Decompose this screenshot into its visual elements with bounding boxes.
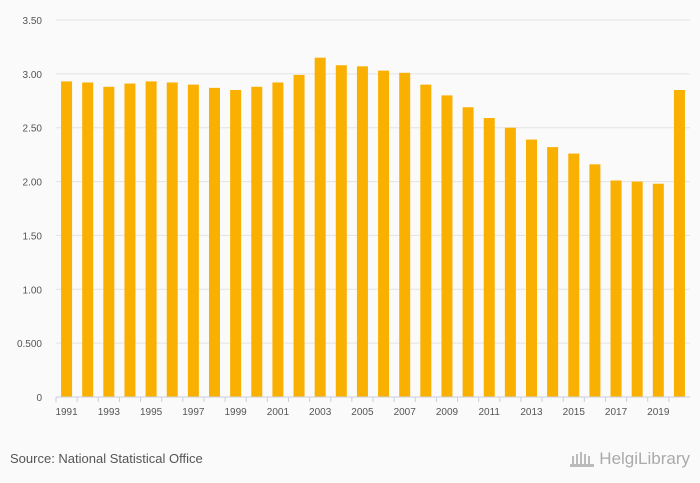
bar-chart: 0 0.500 1.00 1.50 2.00 2.50 3.00 3.50 1991 1993 19… — [17, 16, 690, 418]
bar-1996 — [166, 82, 178, 397]
bar-2003 — [314, 57, 326, 397]
x-tick-label: 2007 — [394, 407, 417, 418]
x-tick-label: 2017 — [605, 407, 628, 418]
bar-2010 — [462, 107, 474, 398]
x-tick-label: 2015 — [563, 407, 586, 418]
x-tick-label: 1993 — [98, 407, 121, 418]
bar-2011 — [483, 118, 495, 398]
bar-2016 — [589, 164, 601, 397]
y-tick-label: 2.00 — [23, 178, 43, 189]
y-tick-label: 2.50 — [23, 124, 43, 135]
bar-1998 — [209, 87, 220, 398]
x-tick-label: 2003 — [309, 407, 332, 418]
bar-1995 — [145, 81, 157, 397]
x-tick-label: 2019 — [647, 407, 670, 418]
bar-2014 — [547, 147, 559, 397]
y-tick-label: 3.00 — [23, 70, 43, 81]
bar-2004 — [335, 65, 347, 398]
bar-1997 — [187, 84, 199, 397]
y-tick-label: 0.500 — [17, 339, 42, 350]
bar-2015 — [568, 153, 580, 397]
library-building-icon — [570, 452, 595, 467]
bar-2012 — [504, 127, 516, 397]
logo-text: HelgiLibrary — [599, 449, 690, 468]
bar-2013 — [526, 139, 537, 397]
bar-2002 — [293, 74, 305, 397]
x-tick-label: 2009 — [436, 407, 459, 418]
bar-2007 — [399, 72, 411, 397]
bar-1994 — [124, 83, 136, 398]
bar-2018 — [631, 181, 643, 397]
x-tick-label: 1991 — [55, 407, 78, 418]
helgi-library-logo: HelgiLibrary — [569, 449, 690, 469]
bar-1999 — [230, 90, 242, 397]
bar-2006 — [378, 70, 390, 397]
bar-2009 — [441, 95, 453, 398]
bar-1992 — [82, 82, 94, 397]
y-tick-label: 1.00 — [23, 285, 43, 296]
x-tick-label: 1995 — [140, 407, 163, 418]
source-note: Source: National Statistical Office — [10, 451, 203, 466]
x-tick-label: 2013 — [520, 407, 543, 418]
y-tick-label: 3.50 — [23, 16, 43, 27]
bar-1991 — [61, 81, 73, 397]
x-tick-label: 1997 — [182, 407, 205, 418]
bar-1993 — [103, 86, 115, 397]
bar-2019 — [652, 183, 664, 397]
bar-2008 — [420, 84, 432, 397]
bar-2005 — [356, 66, 368, 398]
y-tick-label: 1.50 — [23, 231, 43, 242]
x-tick-label: 2001 — [267, 407, 290, 418]
x-tick-label: 1999 — [225, 407, 248, 418]
x-tick-label: 2005 — [351, 407, 374, 418]
bar-2020 — [673, 90, 685, 397]
bar-2000 — [251, 86, 263, 397]
bar-2017 — [610, 180, 622, 397]
y-tick-label: 0 — [36, 393, 42, 404]
bar-2001 — [272, 82, 284, 397]
x-tick-label: 2011 — [478, 407, 500, 418]
